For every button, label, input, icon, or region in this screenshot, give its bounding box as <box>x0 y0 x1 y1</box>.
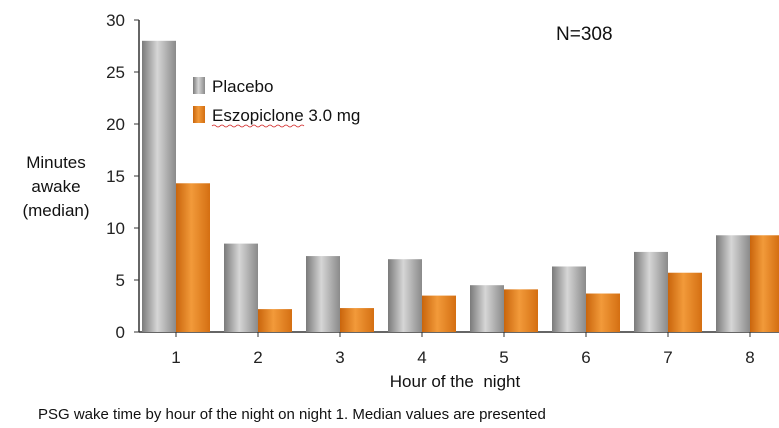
bar-placebo-hour-1 <box>142 40 176 333</box>
x-tick-label: 5 <box>499 348 508 367</box>
legend-swatch-placebo <box>193 77 205 94</box>
legend-label-eszopiclone: Eszopiclone 3.0 mg <box>212 106 360 125</box>
bar-placebo-hour-7 <box>634 251 668 332</box>
x-tick-label: 3 <box>335 348 344 367</box>
bar-placebo-hour-5 <box>470 285 504 332</box>
y-axis-title-line-3: (median) <box>22 201 89 220</box>
bar-placebo-hour-4 <box>388 259 422 332</box>
bar-eszopiclone-hour-2 <box>258 309 292 332</box>
y-tick-label: 25 <box>106 63 125 82</box>
x-axis-title: Hour of the night <box>390 372 521 391</box>
y-tick-label: 15 <box>106 167 125 186</box>
sample-size-annotation: N=308 <box>556 24 613 45</box>
legend-label-placebo: Placebo <box>212 77 273 96</box>
x-tick-label: 1 <box>171 348 180 367</box>
bar-placebo-hour-2 <box>224 243 258 332</box>
bar-eszopiclone-hour-7 <box>668 272 702 332</box>
bar-eszopiclone-hour-4 <box>422 295 456 332</box>
bar-placebo-hour-8 <box>716 235 750 332</box>
x-tick-label: 7 <box>663 348 672 367</box>
bar-eszopiclone-hour-6 <box>586 293 620 332</box>
bar-placebo-hour-6 <box>552 266 586 332</box>
y-tick-label: 20 <box>106 115 125 134</box>
bar-eszopiclone-hour-1 <box>176 183 210 332</box>
y-tick-label: 30 <box>106 11 125 30</box>
bar-eszopiclone-hour-8 <box>750 235 779 332</box>
y-tick-label: 5 <box>116 271 125 290</box>
bar-placebo-hour-3 <box>306 256 340 332</box>
legend-swatch-eszopiclone <box>193 106 205 123</box>
x-tick-label: 6 <box>581 348 590 367</box>
figure-caption: PSG wake time by hour of the night on ni… <box>38 406 546 423</box>
x-tick-label: 8 <box>745 348 754 367</box>
spellcheck-underline <box>211 124 305 128</box>
y-tick-label: 10 <box>106 219 125 238</box>
y-axis-title-line-2: awake <box>31 177 80 196</box>
x-tick-label: 2 <box>253 348 262 367</box>
y-axis-title-line-1: Minutes <box>26 153 86 172</box>
y-tick-label: 0 <box>116 323 125 342</box>
bar-eszopiclone-hour-5 <box>504 289 538 332</box>
x-tick-label: 4 <box>417 348 426 367</box>
bar-eszopiclone-hour-3 <box>340 308 374 332</box>
legend: Placebo Eszopiclone 3.0 mg <box>193 77 360 128</box>
